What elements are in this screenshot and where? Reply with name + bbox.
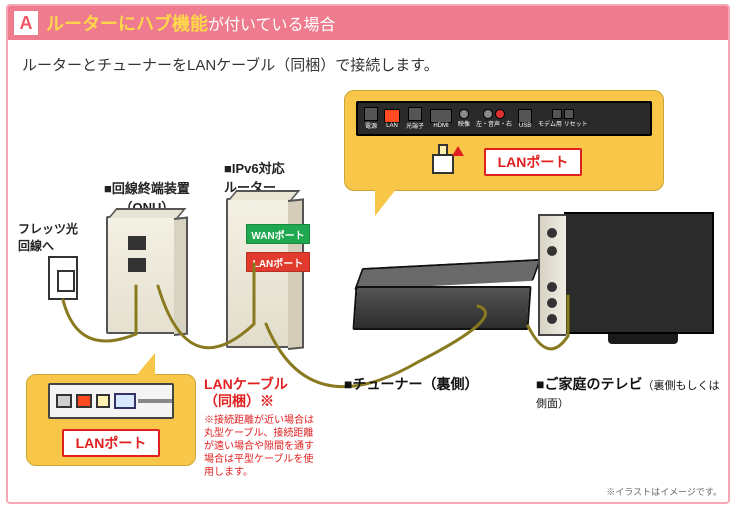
- tv-stand-icon: [608, 334, 678, 344]
- header-bar: A ルーターにハブ機能 が付いている場合: [8, 6, 728, 40]
- tv-label: ■ご家庭のテレビ（裏側もしくは側面）: [536, 374, 728, 411]
- tuner-backpanel-callout: 電源 LAN 光端子 HDMI 映像 左・音声・右 USB: [344, 90, 664, 191]
- router-port-panel-icon: [48, 383, 174, 419]
- flets-label: フレッツ光 回線へ: [18, 220, 78, 254]
- tuner-label: ■チューナー（裏側）: [344, 374, 478, 394]
- wall-outlet-icon: [48, 256, 78, 300]
- lan-plug2-icon: [114, 389, 166, 413]
- port-label: USB: [519, 123, 531, 129]
- port-label: 光端子: [406, 121, 424, 130]
- header-rest: が付いている場合: [208, 11, 336, 35]
- port-label: 映像: [458, 119, 470, 128]
- lan-cable-label: LANケーブル （同梱）※: [204, 376, 288, 410]
- port-label: 電源: [365, 121, 377, 130]
- router-device-icon: [226, 198, 290, 348]
- lan-cable-note: ※接続距離が近い場合は丸型ケーブル、接続距離が遠い場合や隙間を通す場合は平型ケー…: [204, 414, 314, 479]
- lan-port-pill: LANポート: [484, 148, 583, 176]
- lan-port-tag: LANポート: [246, 252, 310, 272]
- diagram-frame: A ルーターにハブ機能 が付いている場合 ルーターとチューナーをLANケーブル（…: [6, 4, 730, 504]
- lan-plug-icon: [426, 142, 460, 180]
- footnote: ※イラストはイメージです。: [606, 485, 722, 498]
- tv-device-icon: [564, 212, 714, 334]
- tuner-backpanel-icon: 電源 LAN 光端子 HDMI 映像 左・音声・右 USB: [356, 101, 652, 136]
- tv-label-text: ■ご家庭のテレビ: [536, 376, 642, 392]
- subtitle: ルーターとチューナーをLANケーブル（同梱）で接続します。: [22, 54, 439, 75]
- onu-device-icon: [106, 216, 176, 334]
- lan-port-pill-2: LANポート: [62, 429, 161, 457]
- port-label: 左・音声・右: [476, 119, 512, 128]
- header-strong: ルーターにハブ機能: [46, 10, 208, 36]
- port-label: LAN: [386, 123, 398, 129]
- port-label: HDMI: [433, 123, 448, 129]
- port-label: モデム用 リセット: [538, 119, 588, 128]
- wan-port-tag: WANポート: [246, 224, 310, 244]
- tuner-device-icon: [352, 286, 531, 330]
- section-badge: A: [14, 11, 38, 35]
- router-lanport-callout: LANポート: [26, 374, 196, 466]
